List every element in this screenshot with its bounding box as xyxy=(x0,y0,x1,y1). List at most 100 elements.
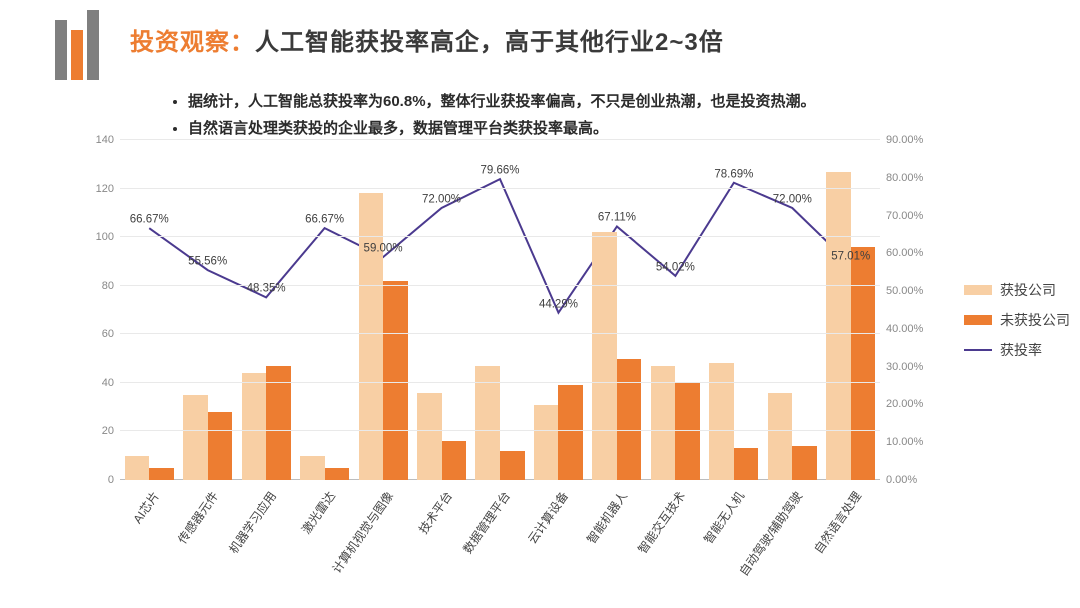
grid-line xyxy=(120,382,880,383)
bar-invested xyxy=(534,405,559,480)
line-data-label: 66.67% xyxy=(305,214,344,226)
line-data-label: 72.00% xyxy=(422,194,461,206)
bar-invested xyxy=(300,456,325,480)
bar-invested xyxy=(475,366,500,480)
ytick-right: 0.00% xyxy=(880,474,917,486)
category: 智能交互技术 xyxy=(646,140,704,480)
grid-line xyxy=(120,333,880,334)
line-data-label: 55.56% xyxy=(188,256,227,268)
bar-notinvested xyxy=(617,359,642,480)
category: 传感器元件 xyxy=(178,140,236,480)
category: 智能无人机 xyxy=(705,140,763,480)
grid-line xyxy=(120,430,880,431)
ytick-right: 40.00% xyxy=(880,323,923,335)
line-data-label: 48.35% xyxy=(247,283,286,295)
bullet-item: 自然语言处理类获投的企业最多，数据管理平台类获投率最高。 xyxy=(188,117,816,138)
grid-line xyxy=(120,139,880,140)
bar-notinvested xyxy=(500,451,525,480)
line-data-label: 78.69% xyxy=(714,168,753,180)
ytick-left: 120 xyxy=(96,183,120,195)
category: 自然语言处理 xyxy=(822,140,880,480)
x-label: 传感器元件 xyxy=(173,488,221,547)
ytick-left: 20 xyxy=(102,425,120,437)
category: 机器学习应用 xyxy=(237,140,295,480)
bar-notinvested xyxy=(442,441,467,480)
bar-notinvested xyxy=(325,468,350,480)
ytick-left: 80 xyxy=(102,280,120,292)
bar-notinvested xyxy=(208,412,233,480)
x-label: 机器学习应用 xyxy=(225,488,280,557)
bar-invested xyxy=(826,172,851,480)
bar-invested xyxy=(242,373,267,480)
bullet-list: 据统计，人工智能总获投率为60.8%，整体行业获投率偏高，不只是创业热潮，也是投… xyxy=(130,90,816,144)
category: 计算机视觉与图像 xyxy=(354,140,412,480)
bar-notinvested xyxy=(266,366,291,480)
bar-notinvested xyxy=(792,446,817,480)
x-label: 自然语言处理 xyxy=(809,488,864,557)
line-data-label: 54.02% xyxy=(656,262,695,274)
x-label: 智能交互技术 xyxy=(634,488,689,557)
bar-invested xyxy=(183,395,208,480)
line-data-label: 59.00% xyxy=(364,243,403,255)
legend-label: 获投公司 xyxy=(1000,280,1056,300)
ytick-right: 60.00% xyxy=(880,247,923,259)
x-label: AI芯片 xyxy=(129,488,163,527)
category: 技术平台 xyxy=(412,140,470,480)
bar-notinvested xyxy=(734,448,759,480)
bullet-item: 据统计，人工智能总获投率为60.8%，整体行业获投率偏高，不只是创业热潮，也是投… xyxy=(188,90,816,111)
ytick-left: 60 xyxy=(102,328,120,340)
category: 智能机器人 xyxy=(588,140,646,480)
line-data-label: 72.00% xyxy=(773,194,812,206)
legend-swatch xyxy=(964,285,992,295)
grid-line xyxy=(120,188,880,189)
bar-notinvested xyxy=(383,281,408,480)
x-label: 计算机视觉与图像 xyxy=(328,488,397,576)
line-data-label: 57.01% xyxy=(831,250,870,262)
ytick-right: 80.00% xyxy=(880,172,923,184)
legend-label: 未获投公司 xyxy=(1000,310,1070,330)
ytick-right: 70.00% xyxy=(880,210,923,222)
legend: 获投公司 未获投公司 获投率 xyxy=(964,280,1070,370)
x-label: 数据管理平台 xyxy=(459,488,514,557)
x-label: 激光雷达 xyxy=(297,488,338,537)
ytick-right: 10.00% xyxy=(880,436,923,448)
ytick-right: 30.00% xyxy=(880,361,923,373)
ytick-right: 50.00% xyxy=(880,285,923,297)
combo-chart: AI芯片传感器元件机器学习应用激光雷达计算机视觉与图像技术平台数据管理平台云计算… xyxy=(80,140,940,580)
line-data-label: 44.29% xyxy=(539,298,578,310)
x-label: 技术平台 xyxy=(414,488,455,537)
line-data-label: 67.11% xyxy=(598,212,636,224)
bar-notinvested xyxy=(851,247,876,480)
x-label: 云计算设备 xyxy=(524,488,572,547)
header-accent-bars xyxy=(55,10,103,80)
legend-item-notinvested: 未获投公司 xyxy=(964,310,1070,330)
category: 自动驾驶/辅助驾驶 xyxy=(763,140,821,480)
bar-invested xyxy=(768,393,793,480)
accent-bar xyxy=(71,30,83,80)
category: 数据管理平台 xyxy=(471,140,529,480)
bar-invested xyxy=(592,232,617,480)
ytick-left: 40 xyxy=(102,377,120,389)
line-data-label: 66.67% xyxy=(130,214,169,226)
ytick-left: 0 xyxy=(108,474,120,486)
bar-invested xyxy=(417,393,442,480)
legend-swatch xyxy=(964,349,992,351)
plot-area: AI芯片传感器元件机器学习应用激光雷达计算机视觉与图像技术平台数据管理平台云计算… xyxy=(120,140,880,480)
ytick-right: 20.00% xyxy=(880,398,923,410)
line-data-label: 79.66% xyxy=(480,165,519,177)
category-container: AI芯片传感器元件机器学习应用激光雷达计算机视觉与图像技术平台数据管理平台云计算… xyxy=(120,140,880,480)
page-title: 投资观察：人工智能获投率高企，高于其他行业2~3倍 xyxy=(130,22,724,57)
ytick-left: 140 xyxy=(96,134,120,146)
legend-item-invested: 获投公司 xyxy=(964,280,1070,300)
x-label: 自动驾驶/辅助驾驶 xyxy=(735,488,806,579)
bar-invested xyxy=(125,456,150,480)
category: 激光雷达 xyxy=(295,140,353,480)
x-label: 智能机器人 xyxy=(582,488,630,547)
category: AI芯片 xyxy=(120,140,178,480)
bar-notinvested xyxy=(558,385,583,480)
bar-notinvested xyxy=(149,468,174,480)
accent-bar xyxy=(55,20,67,80)
x-label: 智能无人机 xyxy=(699,488,747,547)
grid-line xyxy=(120,285,880,286)
title-rest: 人工智能获投率高企，高于其他行业2~3倍 xyxy=(255,29,724,56)
